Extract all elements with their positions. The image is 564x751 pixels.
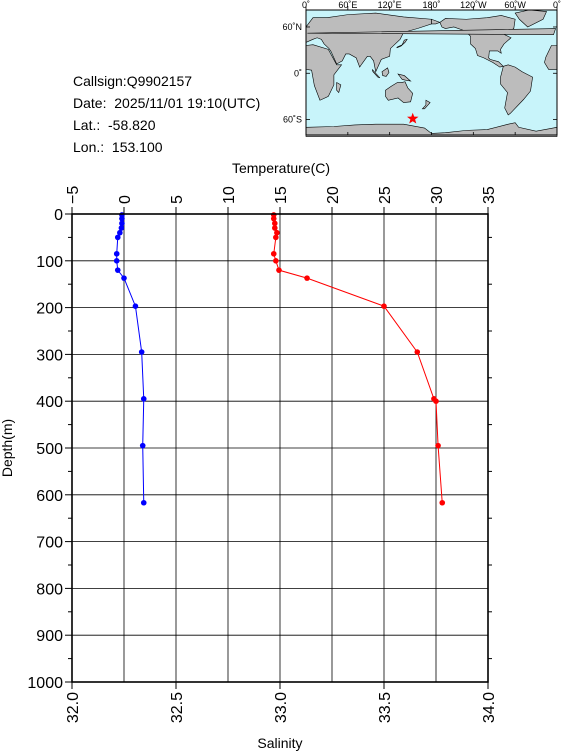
britain-landmass xyxy=(307,28,557,35)
temperature-tick-label: 15 xyxy=(273,186,290,204)
salinity-axis-label: Salinity xyxy=(257,735,302,751)
australia-landmass xyxy=(385,81,414,103)
salinity-point xyxy=(270,215,277,222)
salinity-point xyxy=(274,229,280,236)
temperature-tick-label: 5 xyxy=(169,195,186,204)
temperature-point xyxy=(140,396,147,402)
longitude-tick-label: 60˚W xyxy=(504,0,526,10)
temperature-series xyxy=(113,212,147,506)
temperature-point xyxy=(119,215,125,222)
japan-landmass xyxy=(396,38,408,49)
salinity-point xyxy=(272,225,278,231)
sumatra-landmass xyxy=(371,69,381,79)
madagascar-landmass xyxy=(336,82,342,94)
salinity-point xyxy=(414,349,421,355)
new-zealand-landmass xyxy=(421,99,431,110)
salinity-point xyxy=(272,220,278,227)
temperature-point xyxy=(118,225,125,231)
salinity-point xyxy=(435,442,441,449)
temperature-point xyxy=(121,275,127,281)
temperature-tick-label: 20 xyxy=(325,186,342,204)
latitude-text: Lat.: -58.820 xyxy=(73,117,156,133)
longitude-tick-label: 120˚E xyxy=(378,0,402,10)
south-america-landmass xyxy=(500,64,533,116)
temperature-point xyxy=(132,303,139,309)
temperature-point xyxy=(117,229,123,236)
salinity-point xyxy=(381,303,387,309)
station-star-icon xyxy=(407,112,419,124)
temperature-point xyxy=(119,220,125,227)
temperature-tick-label: 10 xyxy=(221,186,238,204)
depth-tick-label: 100 xyxy=(36,254,63,271)
latitude-tick-label: 0˚ xyxy=(294,68,302,78)
temperature-point xyxy=(138,349,145,355)
latitude-tick-label: 60˚S xyxy=(283,115,302,125)
depth-tick-label: 0 xyxy=(54,207,63,224)
temperature-point xyxy=(113,250,120,257)
longitude-tick-label: 60˚E xyxy=(338,0,357,10)
salinity-series xyxy=(270,212,446,506)
depth-tick-label: 700 xyxy=(36,535,63,552)
depth-tick-label: 200 xyxy=(36,301,63,318)
temperature-tick-label: −5 xyxy=(65,186,82,204)
temperature-point xyxy=(114,234,121,241)
salinity-tick-label: 33.0 xyxy=(273,692,290,723)
salinity-point xyxy=(273,234,279,241)
depth-tick-label: 600 xyxy=(36,488,63,505)
longitude-tick-label: 0˚ xyxy=(302,0,310,10)
longitude-tick-label: 120˚W xyxy=(460,0,487,10)
depth-axis-label: Depth(m) xyxy=(0,419,15,477)
longitude-tick-label: 180˚ xyxy=(422,0,440,10)
depth-tick-label: 400 xyxy=(36,394,63,411)
longitude-tick-label: 0˚ xyxy=(553,0,561,10)
date-text: Date: 2025/11/01 19:10(UTC) xyxy=(73,95,261,111)
chukotka-landmass xyxy=(431,18,441,25)
salinity-point xyxy=(304,275,310,281)
longitude-text: Lon.: 153.100 xyxy=(73,139,163,155)
map-layer: 0˚ 60˚E 120˚E 180˚ 120˚W 60˚W 0˚ 60˚N 0˚ 60˚S xyxy=(282,0,561,137)
depth-tick-label: 1000 xyxy=(27,675,63,692)
salinity-tick-label: 33.5 xyxy=(377,692,394,723)
salinity-tick-label: 32.0 xyxy=(65,692,82,723)
salinity-point xyxy=(439,499,446,506)
grid-layer xyxy=(71,213,489,683)
depth-tick-label: 300 xyxy=(36,347,63,364)
temperature-axis-label: Temperature(C) xyxy=(232,160,330,176)
temperature-point xyxy=(113,258,120,264)
depth-tick-label: 900 xyxy=(36,628,63,645)
temperature-point xyxy=(114,267,121,273)
temperature-tick-label: 25 xyxy=(377,186,394,204)
latitude-tick-label: 60˚N xyxy=(282,22,302,32)
north-america-landmass xyxy=(439,15,516,68)
temperature-tick-label: 0 xyxy=(117,195,134,204)
borneo-landmass xyxy=(381,67,390,77)
temperature-tick-label: 35 xyxy=(481,186,498,204)
callsign-text: Callsign:Q9902157 xyxy=(73,73,193,89)
salinity-point xyxy=(270,250,277,257)
salinity-point xyxy=(276,267,282,273)
depth-tick-label: 800 xyxy=(36,581,63,598)
salinity-tick-label: 34.0 xyxy=(481,692,498,723)
eurasia-landmass xyxy=(305,12,432,73)
salinity-tick-label: 32.5 xyxy=(169,692,186,723)
new-guinea-landmass xyxy=(397,73,412,82)
salinity-point xyxy=(433,398,439,405)
depth-tick-label: 500 xyxy=(36,441,63,458)
salinity-point xyxy=(273,258,279,264)
temperature-tick-label: 30 xyxy=(429,186,446,204)
temperature-point xyxy=(139,442,146,449)
temperature-point xyxy=(140,499,147,506)
africa-landmass xyxy=(305,44,343,101)
